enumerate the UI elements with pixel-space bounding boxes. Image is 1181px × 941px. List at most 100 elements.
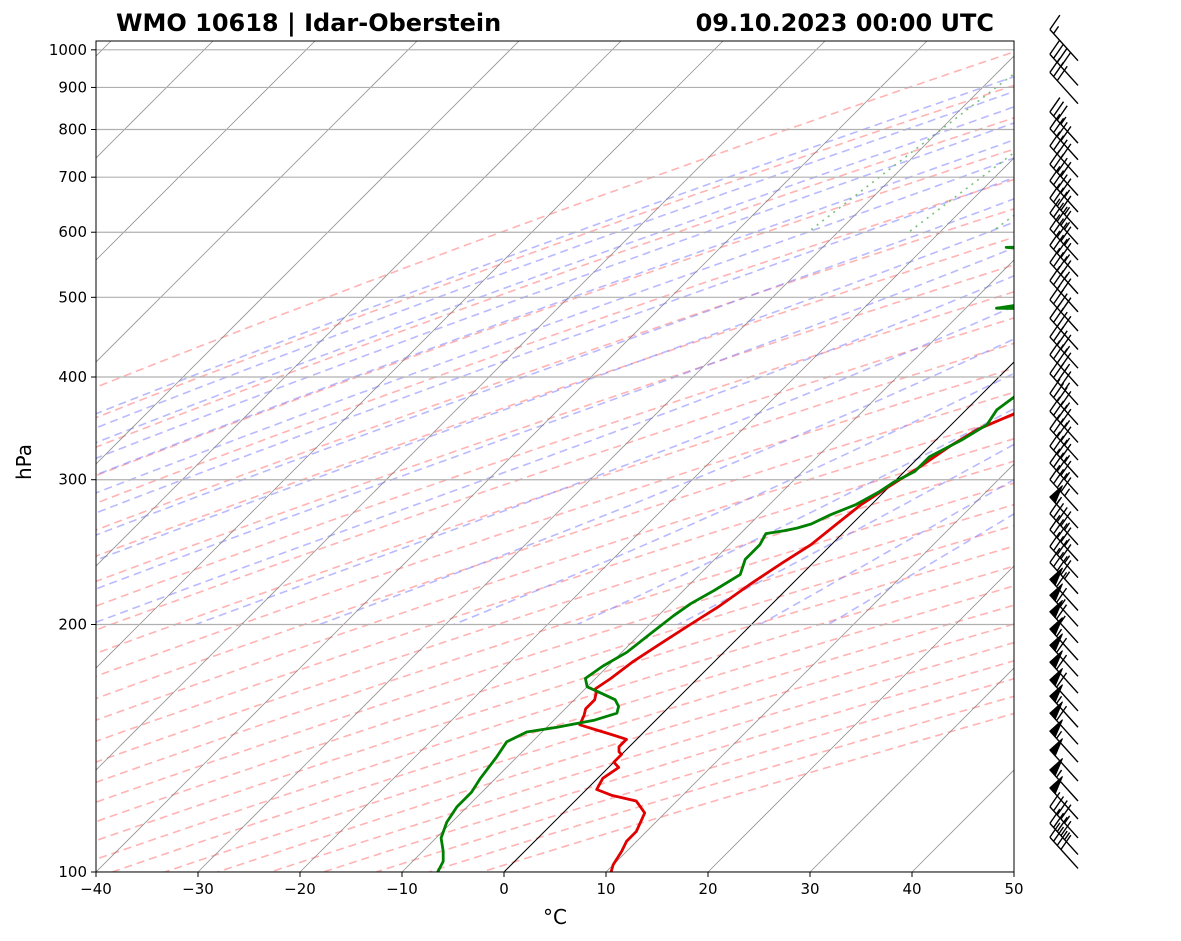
temperature-line — [578, 412, 1014, 872]
y-tick-label: 500 — [58, 288, 87, 306]
wind-barb-full — [1060, 460, 1072, 476]
wind-barb-full — [1049, 822, 1061, 838]
moist-adiabat — [96, 157, 1014, 494]
wind-barb-full — [1049, 808, 1061, 824]
wind-barb — [1049, 667, 1079, 712]
wind-barb — [1049, 701, 1079, 745]
wind-barb-full — [1049, 39, 1061, 55]
x-tick-label: 40 — [902, 880, 921, 898]
wind-barb — [1049, 738, 1079, 782]
wind-barb — [1049, 599, 1079, 644]
wind-barb-full — [1056, 439, 1068, 455]
wind-barb-full — [1053, 400, 1065, 416]
wind-barb-full — [1049, 57, 1061, 73]
wind-barb — [1049, 113, 1079, 161]
wind-barb-pennant — [1049, 599, 1063, 619]
wind-barb-full — [1049, 247, 1061, 263]
x-tick-label: 50 — [1004, 880, 1023, 898]
wind-barb-half — [1064, 221, 1071, 230]
wind-barb-full — [1049, 414, 1061, 430]
wind-barb-shaft — [1049, 145, 1079, 178]
dry-adiabat — [96, 51, 1014, 389]
wind-barb-half — [1053, 25, 1060, 34]
y-tick-label: 400 — [58, 368, 87, 386]
wind-barb-full — [1056, 174, 1068, 190]
wind-barb-full — [1060, 126, 1072, 142]
y-tick-label: 700 — [58, 168, 87, 186]
wind-barb-full — [1053, 187, 1065, 203]
wind-barb-full — [1056, 206, 1068, 222]
wind-barb-shaft — [1049, 299, 1079, 332]
wind-barb-half — [1064, 522, 1071, 531]
x-tick-label: −40 — [80, 880, 112, 898]
moist-adiabat — [96, 274, 1014, 624]
wind-barb-full — [1049, 396, 1061, 412]
isotherm — [96, 41, 316, 261]
isotherm — [96, 41, 622, 567]
wind-barb-full — [1049, 464, 1061, 480]
isotherm — [299, 157, 1014, 872]
wind-barb — [1049, 633, 1079, 677]
wind-barb-full — [1053, 117, 1065, 134]
y-tick-label: 900 — [58, 78, 87, 96]
moist-adiabat — [96, 138, 1014, 476]
wind-barb-full — [1060, 426, 1072, 442]
wind-barb-half — [1059, 599, 1066, 607]
moist-adiabat — [453, 372, 1014, 626]
wind-barb-half — [1064, 488, 1071, 497]
wind-barb-full — [1056, 191, 1068, 207]
wind-barb-full — [1053, 551, 1065, 568]
y-tick-label: 200 — [58, 615, 87, 633]
moist-adiabat — [576, 407, 1014, 626]
wind-barb — [1049, 719, 1079, 763]
wind-barb-full — [1053, 101, 1065, 117]
wind-barb-shaft — [1049, 836, 1079, 869]
wind-barb — [1049, 758, 1079, 802]
wind-barb-full — [1049, 166, 1061, 182]
isotherm — [96, 41, 724, 669]
y-tick-label: 100 — [58, 863, 87, 881]
wind-barb-full — [1056, 571, 1068, 588]
wind-barb-full — [1056, 637, 1068, 653]
wind-barb-full — [1060, 544, 1072, 560]
x-tick-label: 30 — [800, 880, 819, 898]
wind-barbs — [1049, 14, 1079, 869]
moist-adiabat — [96, 198, 1014, 536]
dewpoint-line — [436, 245, 1014, 872]
dry-adiabat — [96, 116, 1014, 448]
wind-barb-full — [1053, 326, 1065, 342]
dry-adiabat — [96, 236, 1014, 557]
wind-barb-full — [1049, 285, 1061, 301]
wind-barb-full — [1060, 161, 1072, 177]
background-lines — [96, 41, 1014, 872]
wind-barb — [1049, 808, 1079, 856]
wind-barb-full — [1049, 498, 1061, 515]
wind-barb-full — [1053, 418, 1065, 434]
wind-barb-full — [1049, 198, 1061, 214]
wind-barb-full — [1056, 587, 1068, 603]
wind-barb-shaft — [1049, 822, 1079, 856]
wind-barb-half — [1064, 189, 1071, 198]
wind-barb-full — [1060, 242, 1072, 258]
wind-barb-full — [1056, 555, 1068, 572]
wind-barb-pennant — [1049, 633, 1063, 652]
wind-barb-full — [1056, 507, 1068, 523]
wind-barb-full — [1049, 183, 1061, 199]
wind-barb-full — [1053, 170, 1065, 186]
y-tick-label: 1000 — [49, 41, 87, 59]
dry-adiabat — [96, 437, 1014, 743]
wind-barb-pennant — [1049, 485, 1063, 504]
wind-barb-half — [1064, 538, 1071, 547]
wind-barb-pennant — [1049, 684, 1063, 703]
moist-adiabat — [96, 106, 1014, 444]
wind-barb-full — [1053, 218, 1065, 234]
wind-barb-full — [1053, 812, 1065, 828]
wind-barb-full — [1053, 362, 1065, 379]
wind-barb-full — [1056, 672, 1068, 688]
zero-isotherm — [503, 361, 1014, 872]
isotherm — [197, 55, 1014, 872]
wind-barb-full — [1053, 202, 1065, 218]
wind-barb-pennant — [1049, 667, 1063, 687]
wind-barb-full — [1056, 422, 1068, 438]
